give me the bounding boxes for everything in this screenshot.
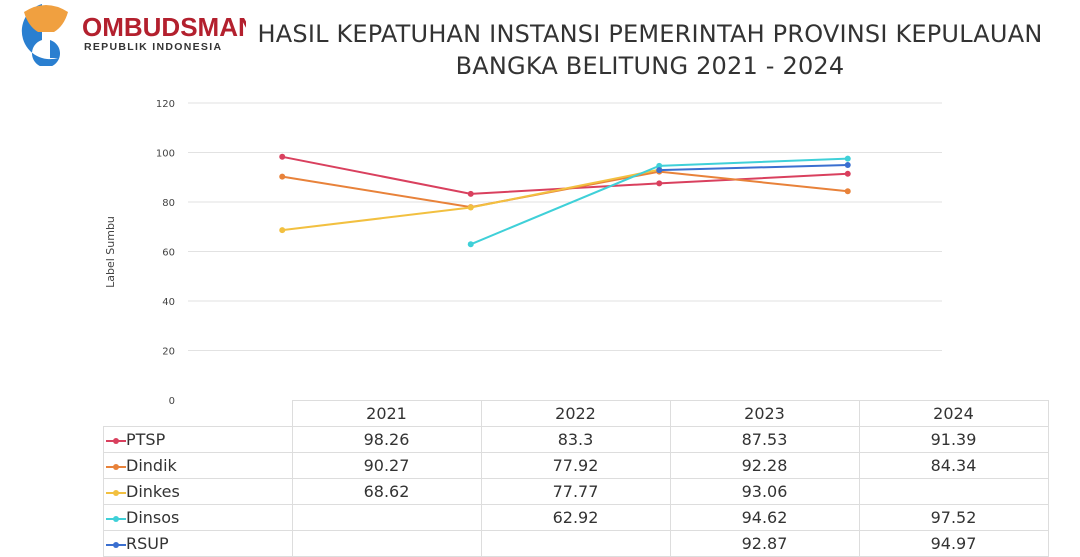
y-tick-label: 20	[162, 347, 175, 358]
y-tick-label: 100	[156, 149, 175, 160]
data-point-dinsos	[656, 162, 663, 169]
x-tick-label: 2023	[669, 400, 860, 427]
table-header-row: 2021 2022 2023 2024	[104, 400, 1049, 427]
legend-entry: Dindik	[103, 452, 293, 479]
data-point-dinsos	[467, 241, 474, 248]
y-tick-label: 80	[162, 198, 175, 209]
y-tick-label: 120	[156, 99, 175, 110]
data-label: 97.52	[858, 504, 1049, 531]
data-point-ptsp	[467, 190, 474, 197]
data-label: 98.26	[291, 426, 482, 453]
data-point-rsup	[844, 161, 851, 168]
data-point-rsup	[656, 167, 663, 174]
data-label: 87.53	[669, 426, 860, 453]
data-point-ptsp	[656, 180, 663, 187]
ombudsman-logo: OMBUDSMAN REPUBLIK INDONESIA	[21, 4, 246, 66]
data-table: 2021 2022 2023 2024 PTSP 98.26 83.3 87.53 91.39 D…	[103, 400, 1049, 557]
table-row: Dindik 90.27 77.92 92.28 84.34	[103, 452, 1049, 479]
x-tick-label: 2021	[291, 400, 482, 427]
legend-label: RSUP	[126, 534, 169, 553]
data-label: 62.92	[480, 504, 671, 531]
chart-title: HASIL KEPATUHAN INSTANSI PEMERINTAH PROV…	[250, 18, 1050, 82]
table-row: PTSP 98.26 83.3 87.53 91.39	[103, 426, 1049, 453]
data-label	[480, 530, 671, 557]
legend-marker-icon	[106, 515, 126, 522]
legend-label: PTSP	[126, 430, 166, 449]
title-line-2: BANGKA BELITUNG 2021 - 2024	[455, 52, 845, 80]
y-axis-label: Label Sumbu	[104, 216, 117, 288]
data-point-dinkes	[467, 204, 474, 211]
legend-entry: Dinkes	[103, 478, 293, 505]
data-label: 77.92	[480, 452, 671, 479]
table-corner	[104, 401, 293, 427]
legend-label: Dinsos	[126, 508, 180, 527]
legend-marker-icon	[106, 489, 126, 496]
y-tick-label: 60	[162, 248, 175, 259]
legend-marker-icon	[106, 463, 126, 470]
data-point-dinkes	[279, 227, 286, 234]
table-row: Dinkes 68.62 77.77 93.06	[103, 478, 1049, 505]
data-label	[858, 478, 1049, 505]
data-label: 83.3	[480, 426, 671, 453]
legend-entry: Dinsos	[103, 504, 293, 531]
series-line-dinkes	[282, 168, 660, 232]
data-label: 90.27	[291, 452, 482, 479]
data-point-ptsp	[844, 170, 851, 177]
data-label: 94.97	[858, 530, 1049, 557]
data-label: 77.77	[480, 478, 671, 505]
y-tick-label: 40	[162, 297, 175, 308]
data-point-ptsp	[279, 153, 286, 160]
legend-label: Dindik	[126, 456, 177, 475]
legend-entry: PTSP	[103, 426, 293, 453]
data-point-dindik	[279, 173, 286, 180]
data-label: 94.62	[669, 504, 860, 531]
legend-marker-icon	[106, 437, 126, 444]
data-label: 91.39	[858, 426, 1049, 453]
data-label: 92.87	[669, 530, 860, 557]
data-point-dindik	[844, 188, 851, 195]
data-label	[291, 504, 482, 531]
y-tick-label: 0	[169, 396, 175, 407]
x-tick-label: 2024	[858, 400, 1049, 427]
legend-label: Dinkes	[126, 482, 180, 501]
table-row: Dinsos 62.92 94.62 97.52	[103, 504, 1049, 531]
data-label: 93.06	[669, 478, 860, 505]
data-point-dinsos	[844, 155, 851, 162]
table-row: RSUP 92.87 94.97	[103, 530, 1049, 557]
series-line-rsup	[659, 163, 848, 172]
legend-marker-icon	[106, 541, 126, 548]
logo-subtitle: REPUBLIK INDONESIA	[84, 41, 222, 53]
x-tick-label: 2022	[480, 400, 671, 427]
logo-name: OMBUDSMAN	[82, 12, 246, 42]
data-label: 84.34	[858, 452, 1049, 479]
data-label: 92.28	[669, 452, 860, 479]
title-line-1: HASIL KEPATUHAN INSTANSI PEMERINTAH PROV…	[257, 20, 1043, 48]
legend-entry: RSUP	[103, 530, 293, 557]
data-label	[291, 530, 482, 557]
data-label: 68.62	[291, 478, 482, 505]
